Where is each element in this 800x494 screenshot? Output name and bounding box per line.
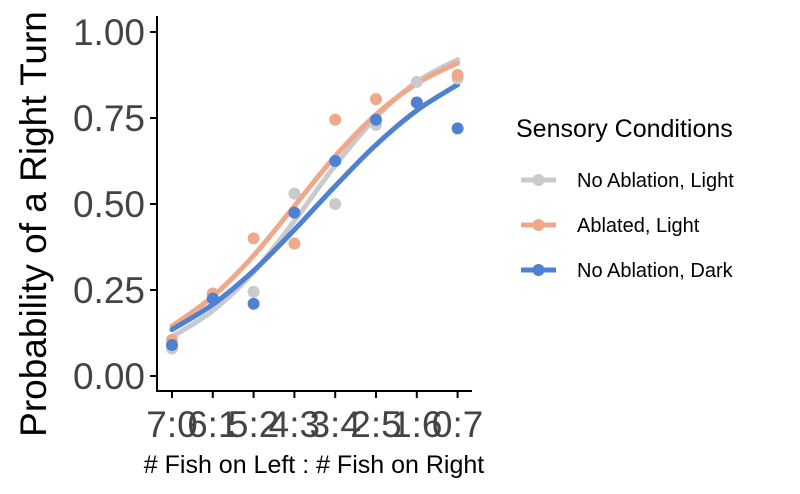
y-tick-label: 0.75: [73, 98, 145, 139]
data-point: [329, 198, 342, 210]
y-tick-label: 0.00: [73, 356, 145, 397]
data-point: [329, 155, 342, 167]
y-axis-title: Probability of a Right Turn: [13, 11, 54, 437]
data-point: [247, 297, 260, 310]
x-tick-label: 3:4: [309, 404, 360, 445]
legend-title: Sensory Conditions: [516, 115, 733, 143]
x-tick-label: 7:0: [146, 404, 197, 445]
legend-key: [521, 264, 556, 276]
y-tick-label: 0.25: [73, 270, 145, 311]
x-tick-label: 5:2: [228, 404, 279, 445]
legend-label: No Ablation, Dark: [577, 260, 734, 282]
data-point: [410, 75, 423, 88]
y-tick-label: 1.00: [73, 12, 145, 53]
data-point: [329, 113, 342, 126]
data-point: [410, 96, 423, 109]
x-axis-title: # Fish on Left : # Fish on Right: [144, 451, 485, 479]
data-point: [288, 206, 301, 219]
y-ticks: 0.00 0.25 0.50 0.75 1.00: [73, 12, 157, 397]
data-point: [288, 187, 301, 200]
data-point: [451, 122, 464, 135]
data-point: [247, 232, 260, 245]
legend-label: No Ablation, Light: [577, 170, 734, 192]
data-point: [206, 292, 219, 305]
data-point: [288, 237, 301, 250]
legend: Sensory Conditions No Ablation, Light Abl…: [516, 115, 734, 282]
data-point: [247, 285, 260, 298]
legend-key: [521, 174, 556, 186]
x-tick-label: 0:7: [432, 404, 483, 445]
x-tick-label: 2:5: [350, 404, 401, 445]
data-point: [451, 69, 464, 81]
x-tick-label: 4:3: [269, 404, 320, 445]
x-tick-label: 6:1: [187, 404, 238, 445]
x-ticks: 7:06:15:24:33:42:51:60:7: [146, 391, 483, 445]
legend-key: [521, 219, 556, 231]
legend-key-point: [532, 264, 545, 276]
data-point: [370, 93, 382, 106]
legend-key-point: [532, 174, 545, 186]
legend-key-point: [532, 219, 545, 231]
y-tick-label: 0.50: [73, 184, 145, 225]
data-point: [370, 113, 382, 126]
data-point: [166, 339, 178, 352]
data-points: [166, 69, 464, 355]
legend-label: Ablated, Light: [577, 215, 700, 237]
x-tick-label: 1:6: [391, 404, 442, 445]
